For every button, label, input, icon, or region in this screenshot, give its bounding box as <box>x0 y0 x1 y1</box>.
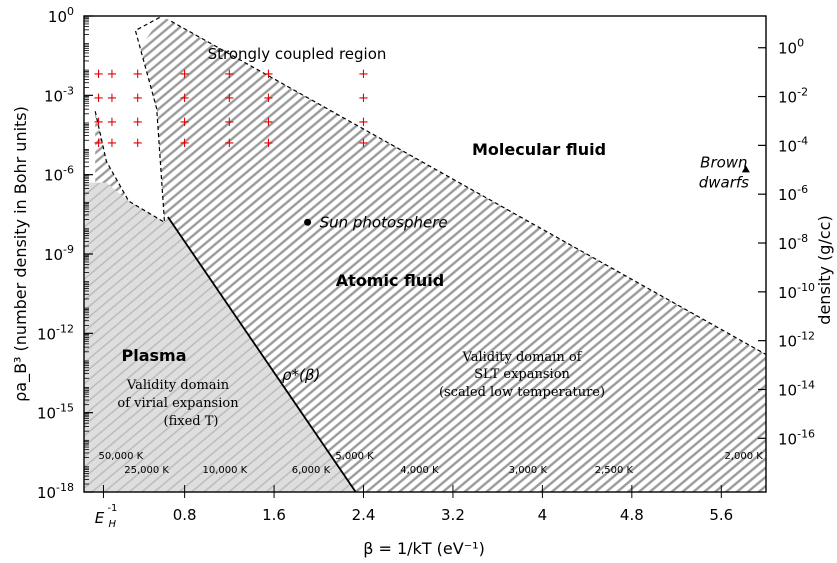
upper-density-boundary <box>170 20 766 356</box>
y-tick-label-right: 10-2 <box>778 86 808 107</box>
slt-domain-line-3: (scaled low temperature) <box>439 385 605 400</box>
simulation-point-marker: + <box>132 91 143 106</box>
simulation-point-marker: + <box>358 136 369 151</box>
temperature-label: 25,000 K <box>124 465 169 476</box>
simulation-point-marker: + <box>263 115 274 130</box>
x-tick-label: 3.2 <box>441 506 465 524</box>
y-tick-label-left: 10-6 <box>44 164 74 185</box>
temperature-label: 4,000 K <box>400 465 439 476</box>
virial-domain-line-1: Validity domain <box>126 378 230 393</box>
temperature-label: 50,000 K <box>99 451 144 462</box>
simulation-point-marker: + <box>132 115 143 130</box>
y-tick-label-right: 10-8 <box>778 232 808 253</box>
simulation-point-marker: + <box>224 136 235 151</box>
temperature-label: 5,000 K <box>335 451 374 462</box>
y-tick-label-right: 10-12 <box>778 330 815 351</box>
x-tick-label-superscript: -1 <box>107 503 117 514</box>
simulation-point-marker: + <box>224 115 235 130</box>
virial-domain-line-2: of virial expansion <box>117 396 239 411</box>
y-tick-label-left: 10-9 <box>44 243 74 264</box>
atomic-fluid-label: Atomic fluid <box>336 271 444 290</box>
simulation-point-marker: + <box>263 136 274 151</box>
x-tick-label: 1.6 <box>262 506 286 524</box>
y-tick-label-left: 10-18 <box>37 481 74 502</box>
y-axis-title-right: density (g/cc) <box>815 215 834 324</box>
temperature-label: 6,000 K <box>292 465 331 476</box>
molecular-fluid-label: Molecular fluid <box>472 140 606 159</box>
simulation-point-marker: + <box>358 67 369 82</box>
slt-domain-line-1: Validity domain of <box>462 350 583 365</box>
y-tick-label-left: 10-15 <box>37 402 74 423</box>
simulation-point-marker: + <box>93 91 104 106</box>
y-tick-label-right: 100 <box>778 37 804 58</box>
x-tick-label-subscript: H <box>108 519 116 530</box>
simulation-point-marker: + <box>263 91 274 106</box>
simulation-point-marker: + <box>132 136 143 151</box>
simulation-point-marker: + <box>179 136 190 151</box>
simulation-point-marker: + <box>263 67 274 82</box>
simulation-point-marker: + <box>106 115 117 130</box>
y-tick-label-left: 100 <box>48 5 74 26</box>
y-tick-label-right: 10-16 <box>778 427 815 448</box>
simulation-point-marker: + <box>93 136 104 151</box>
y-axis-title-left: ρa_B³ (number density in Bohr units) <box>11 106 31 402</box>
x-axis-title: β = 1/kT (eV⁻¹) <box>363 539 485 558</box>
rho-star-label: ρ*(β) <box>282 366 320 384</box>
y-tick-label-left: 10-3 <box>44 84 74 105</box>
brown-dwarfs-label-line-2: dwarfs <box>699 173 749 191</box>
x-tick-label: 4.8 <box>620 506 644 524</box>
simulation-point-marker: + <box>106 91 117 106</box>
strongly-coupled-label: Strongly coupled region <box>208 45 387 63</box>
simulation-point-marker: + <box>224 91 235 106</box>
temperature-label: 10,000 K <box>203 465 248 476</box>
x-tick-label: E <box>95 509 105 527</box>
brown-dwarfs-marker <box>741 165 750 173</box>
simulation-point-marker: + <box>93 115 104 130</box>
strongly-coupled-region-fill <box>95 16 165 223</box>
simulation-point-marker: + <box>358 115 369 130</box>
y-tick-label-left: 10-12 <box>37 322 74 343</box>
x-tick-label: 2.4 <box>352 506 376 524</box>
sun-photosphere-label: Sun photosphere <box>320 213 448 231</box>
simulation-point-marker: + <box>179 67 190 82</box>
simulation-point-marker: + <box>179 115 190 130</box>
y-tick-label-right: 10-10 <box>778 281 815 302</box>
rho-star-line <box>167 216 357 492</box>
x-tick-label: 4 <box>538 506 548 524</box>
simulation-point-marker: + <box>106 67 117 82</box>
simulation-point-marker: + <box>93 67 104 82</box>
simulation-point-marker: + <box>106 136 117 151</box>
simulation-point-marker: + <box>358 91 369 106</box>
temperature-label: 3,000 K <box>509 465 548 476</box>
sun-photosphere-marker <box>304 218 312 226</box>
temperature-label: 2,000 K <box>724 451 763 462</box>
y-tick-label-right: 10-14 <box>778 378 815 399</box>
brown-dwarfs-label: Brown <box>700 153 747 171</box>
y-tick-label-right: 10-6 <box>778 183 808 204</box>
simulation-point-marker: + <box>224 67 235 82</box>
slt-domain-line-2: SLT expansion <box>474 367 570 382</box>
temperature-label: 2,500 K <box>595 465 634 476</box>
simulation-point-marker: + <box>179 91 190 106</box>
simulation-point-marker: + <box>132 67 143 82</box>
plasma-region-fill <box>84 182 356 492</box>
strongly-coupled-boundary <box>94 16 166 224</box>
y-tick-label-right: 10-4 <box>778 134 808 155</box>
x-tick-label: 5.6 <box>709 506 733 524</box>
x-tick-label: 0.8 <box>173 506 197 524</box>
plasma-label: Plasma <box>122 346 187 365</box>
virial-domain-line-3: (fixed T) <box>164 414 219 429</box>
